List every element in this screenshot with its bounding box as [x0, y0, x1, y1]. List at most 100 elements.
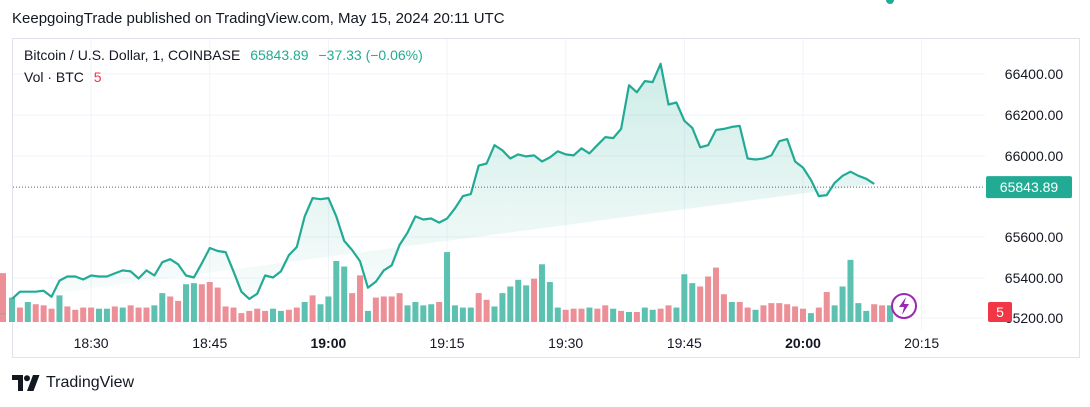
volume-bar: [270, 308, 277, 322]
volume-bar: [238, 313, 245, 322]
volume-bar: [665, 305, 672, 322]
volume-bar: [277, 310, 284, 322]
volume-bar: [744, 307, 751, 322]
volume-bar: [887, 305, 894, 322]
tradingview-logo[interactable]: TradingView: [12, 374, 134, 392]
y-tick-label: 66200.00: [1005, 107, 1064, 123]
volume-bar: [349, 293, 356, 322]
volume-bar: [467, 307, 474, 322]
volume-bar: [428, 304, 435, 322]
symbol-title[interactable]: Bitcoin / U.S. Dollar, 1, COINBASE: [24, 47, 241, 63]
volume-bar: [262, 310, 269, 322]
volume-bar: [159, 293, 166, 322]
volume-bar: [705, 276, 712, 322]
volume-bar: [119, 307, 126, 322]
volume-indicator-title[interactable]: Vol · BTC: [24, 69, 84, 85]
volume-bar: [372, 297, 379, 322]
volume-bar: [618, 310, 625, 322]
lightning-icon[interactable]: [891, 293, 917, 319]
volume-bar: [792, 306, 799, 322]
volume-bar: [357, 275, 364, 322]
volume-bar: [507, 286, 514, 322]
price-tag: 65843.89: [986, 176, 1072, 199]
volume-bar: [48, 308, 55, 322]
volume-bar: [88, 307, 95, 322]
volume-bar: [222, 306, 229, 322]
x-tick-label: 19:00: [310, 335, 346, 351]
volume-tag: 5: [988, 302, 1012, 322]
x-tick-label: 19:30: [548, 335, 583, 351]
published-note: KeepgoingTrade published on TradingView.…: [12, 10, 505, 27]
volume-bar: [444, 252, 451, 322]
legend-volume-row: Vol · BTC 5: [24, 69, 102, 85]
x-tick-label: 20:15: [904, 335, 939, 351]
y-tick-label: 66400.00: [1005, 66, 1064, 82]
x-tick-label: 19:15: [430, 335, 465, 351]
volume-bar: [151, 305, 158, 322]
price-tag-bg: [986, 176, 1072, 199]
x-tick-label: 18:30: [74, 335, 109, 351]
x-tick-label: 20:00: [785, 335, 821, 351]
price-axis[interactable]: 66400.00 66200.00 66000.00 65600.00 65400.00…: [1005, 66, 1064, 326]
y-tick-label: 65600.00: [1005, 229, 1064, 245]
volume-bar: [839, 286, 846, 322]
volume-bar: [404, 305, 411, 322]
volume-bar: [625, 312, 632, 322]
volume-bar: [412, 302, 419, 322]
volume-bar: [175, 300, 182, 322]
volume-bar: [333, 260, 340, 322]
volume-bar: [9, 297, 15, 322]
volume-bar: [673, 307, 680, 322]
volume-bar: [420, 305, 427, 322]
volume-bar: [309, 295, 316, 322]
volume-bar: [736, 302, 743, 322]
volume-bar: [728, 302, 735, 322]
volume-bar: [879, 305, 886, 322]
volume-bar: [800, 308, 806, 322]
volume-bar: [364, 310, 371, 322]
volume-bar: [863, 310, 870, 322]
x-tick-label: 19:45: [667, 335, 702, 351]
volume-bar: [127, 305, 134, 322]
volume-bar: [56, 295, 63, 322]
volume-bar: [720, 294, 727, 322]
volume-bar: [633, 312, 640, 322]
volume-bar: [183, 284, 190, 322]
volume-bar: [697, 286, 704, 322]
volume-bar: [768, 303, 775, 322]
volume-bar: [96, 308, 103, 322]
volume-bar: [499, 293, 506, 322]
volume-bar: [0, 295, 6, 322]
volume-bar: [586, 307, 593, 322]
last-price-value: 65843.89: [250, 47, 309, 63]
volume-bar: [847, 259, 854, 322]
volume-bar: [610, 308, 617, 322]
volume-bar: [0, 316, 6, 322]
volume-bar: [649, 309, 656, 322]
volume-bar: [538, 264, 545, 322]
volume-bar: [776, 303, 783, 322]
volume-indicator-value: 5: [93, 69, 102, 85]
volume-bar: [546, 282, 553, 322]
volume-bar: [301, 302, 308, 322]
volume-bar: [483, 299, 490, 322]
volume-bar: [807, 313, 814, 322]
volume-bar: [325, 296, 332, 322]
volume-bar: [602, 305, 609, 322]
y-tick-label: 65400.00: [1005, 270, 1064, 286]
volume-bars: [0, 252, 894, 322]
time-axis[interactable]: 18:30 18:45 19:00 19:15 19:30 19:45 20:00 20:15: [74, 335, 940, 351]
volume-bar: [143, 307, 150, 322]
volume-bar: [190, 283, 197, 322]
volume-bar: [594, 308, 601, 322]
volume-bar: [451, 305, 458, 322]
volume-bar: [515, 279, 522, 322]
volume-bar: [167, 296, 174, 322]
volume-bar: [198, 284, 205, 322]
volume-bar: [111, 306, 118, 322]
legend-symbol-row: Bitcoin / U.S. Dollar, 1, COINBASE 65843…: [24, 47, 423, 63]
volume-bar: [72, 309, 79, 322]
volume-bar: [491, 306, 498, 322]
volume-bar: [103, 308, 110, 322]
